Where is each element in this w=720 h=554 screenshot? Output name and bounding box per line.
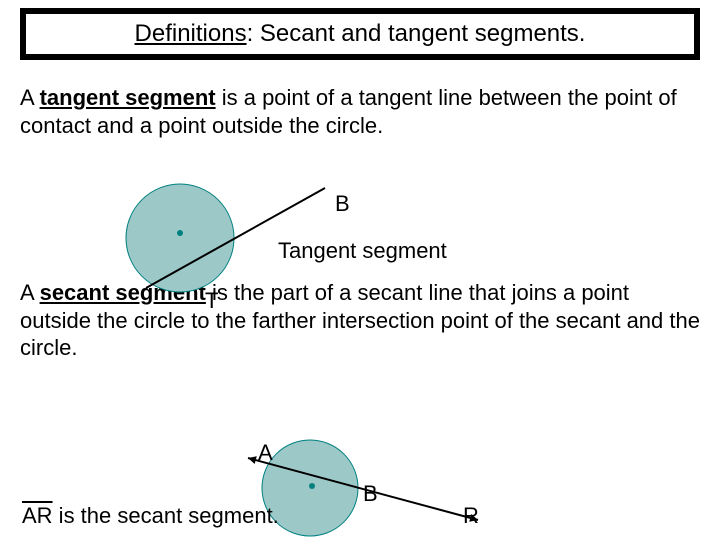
para2-prefix: A (20, 280, 40, 305)
tangent-label-b: B (335, 191, 350, 217)
tangent-caption: Tangent segment (278, 238, 447, 264)
secant-caption: AR is the secant segment. (22, 503, 279, 529)
para1-prefix: A (20, 85, 40, 110)
secant-label-r: R (463, 503, 479, 529)
header-underlined: Definitions (135, 20, 247, 47)
tangent-center-dot (177, 230, 183, 236)
secant-center-dot (309, 483, 315, 489)
tangent-label-t: T (205, 288, 218, 314)
secant-svg (0, 438, 720, 548)
para1-term: tangent segment (40, 85, 216, 110)
tangent-paragraph: A tangent segment is a point of a tangen… (20, 84, 700, 139)
secant-label-b: B (363, 481, 378, 507)
secant-label-a: A (258, 440, 273, 466)
secant-diagram (0, 438, 720, 548)
header-rest: : Secant and tangent segments. (247, 20, 586, 47)
header-box: Definitions: Secant and tangent segments… (20, 8, 700, 60)
secant-caption-rest: is the secant segment. (53, 503, 279, 528)
tangent-circle-fill (126, 184, 234, 292)
secant-caption-term: AR (22, 503, 53, 528)
